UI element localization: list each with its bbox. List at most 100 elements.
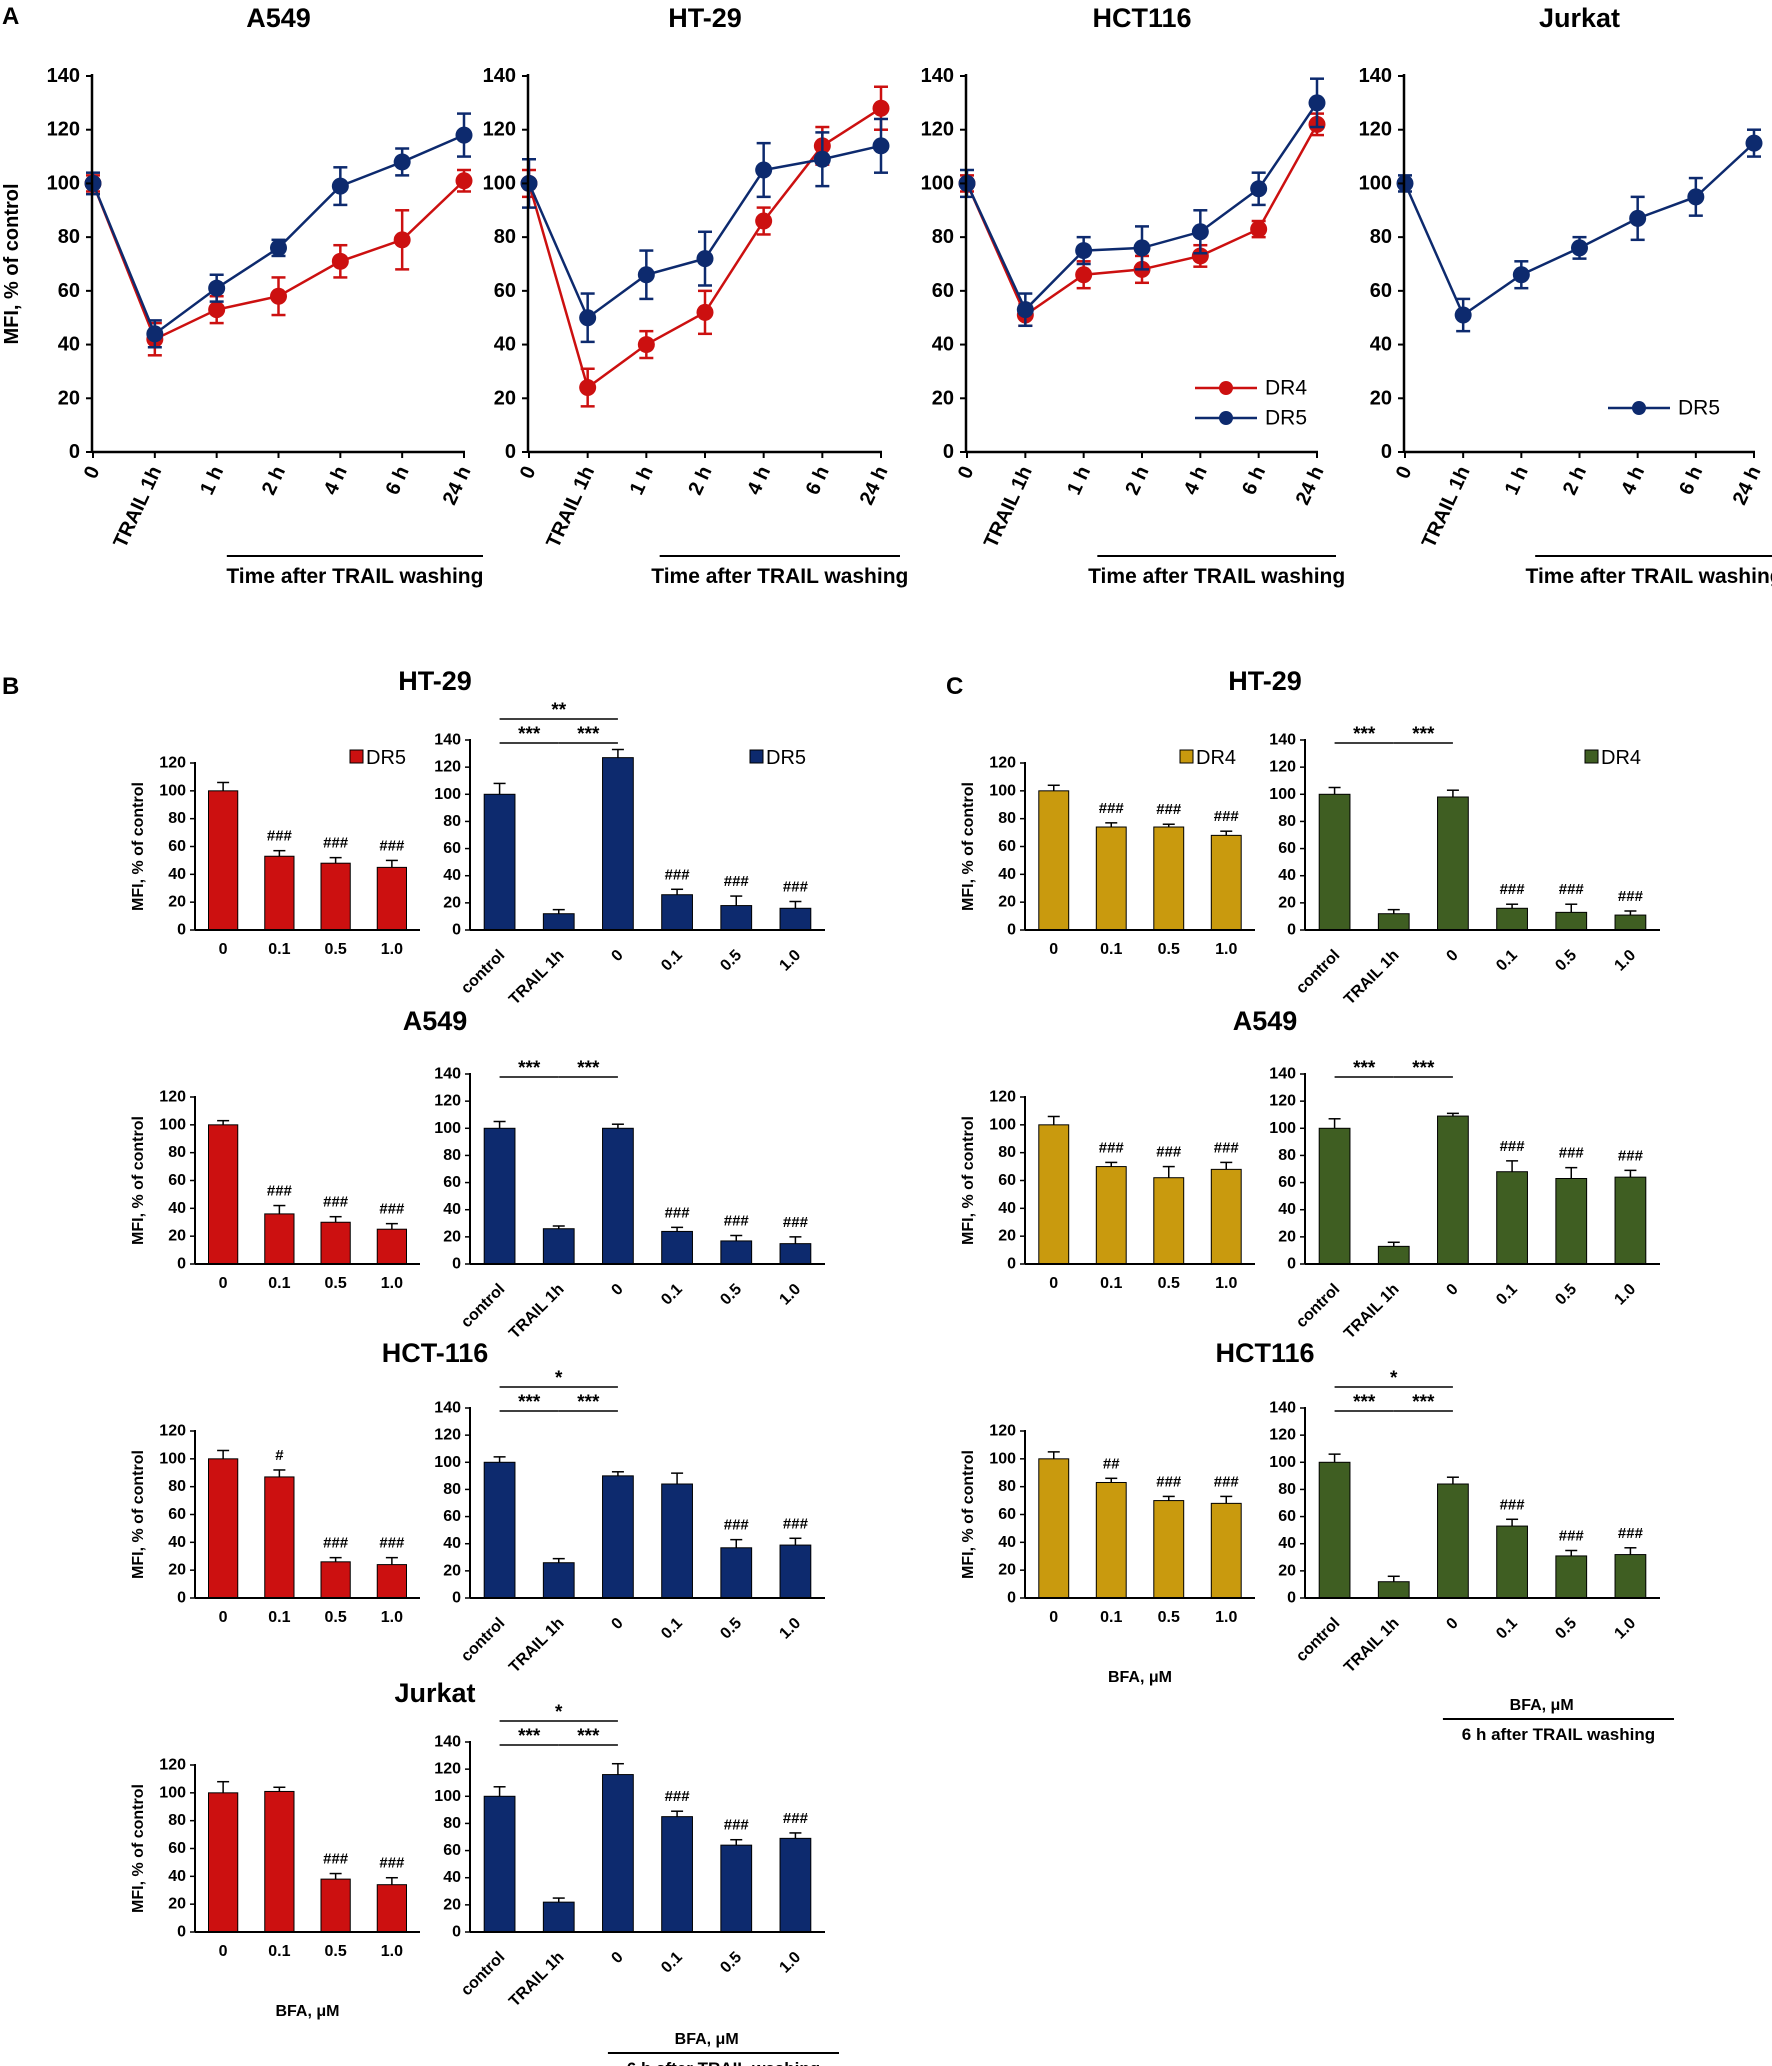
data-point-dr5 xyxy=(1571,239,1588,257)
y-tick-label: 60 xyxy=(168,838,186,855)
x-axis-label: BFA, μM xyxy=(275,2003,339,2020)
x-tick-label: 0.1 xyxy=(658,1949,686,1977)
y-tick-label: 80 xyxy=(998,1478,1016,1495)
legend-marker xyxy=(1632,401,1646,415)
y-tick-label: 120 xyxy=(434,1093,461,1110)
group-label: Time after TRAIL washing xyxy=(1526,565,1772,588)
bar xyxy=(602,1774,634,1933)
panel-letter: B xyxy=(2,673,19,700)
bar xyxy=(264,1476,295,1599)
bar xyxy=(1555,1555,1588,1599)
chart-title: HT-29 xyxy=(398,666,472,696)
x-tick-label: TRAIL 1h xyxy=(1341,1615,1402,1676)
data-point-dr4 xyxy=(755,212,773,230)
x-tick-label: 0.1 xyxy=(268,1609,290,1626)
bar xyxy=(720,905,753,931)
x-tick-label: 0.1 xyxy=(268,1275,290,1292)
y-tick-label: 100 xyxy=(989,782,1016,799)
bar xyxy=(1095,1481,1127,1599)
y-tick-label: 60 xyxy=(443,1508,461,1525)
x-tick-label: 0.1 xyxy=(268,941,290,958)
x-tick-label: 0.1 xyxy=(268,1943,290,1960)
bar xyxy=(208,1458,239,1599)
x-tick-label: 0 xyxy=(1443,947,1461,965)
x-tick-label: 6 h xyxy=(802,463,834,498)
data-point-dr4 xyxy=(1250,220,1268,238)
x-tick-label: 0 xyxy=(1049,1275,1058,1292)
bar-chart-C-HCT116-R: 0 20 40 60 80 100 120 140 ### ### ### controlTRAIL … xyxy=(1269,1368,1655,1744)
bar-chart-C-HCT116-L: HCT116 MFI, % of control 0 20 40 60 80 100 120 ##… xyxy=(960,1338,1315,1686)
x-tick-label: 0 xyxy=(1443,1281,1461,1299)
significance-stars: *** xyxy=(1412,1392,1435,1413)
x-tick-label: 0 xyxy=(1392,463,1417,482)
x-tick-label: 0.5 xyxy=(717,1281,745,1309)
y-axis-label: MFI, % of control xyxy=(960,1116,977,1245)
y-tick-label: 120 xyxy=(989,1089,1016,1106)
y-tick-label: 140 xyxy=(921,65,954,87)
data-point-dr5 xyxy=(331,177,349,195)
bar xyxy=(1153,1177,1185,1265)
bar-chart-B-HT29-L: B HT-29 MFI, % of control 0 20 40 60 80 100 120 ##… xyxy=(2,666,472,958)
data-point-dr4 xyxy=(331,252,349,270)
bar xyxy=(208,790,239,931)
bar xyxy=(1555,1178,1588,1265)
data-point-dr4 xyxy=(872,99,890,117)
y-tick-label: 20 xyxy=(932,387,954,409)
bar xyxy=(376,1564,407,1599)
y-axis-label: MFI, % of control xyxy=(960,1450,977,1579)
data-point-dr5 xyxy=(1075,242,1093,260)
significance-mark: ### xyxy=(323,835,349,852)
data-point-dr4 xyxy=(579,379,597,397)
chart-title: HT-29 xyxy=(668,3,742,33)
bar xyxy=(720,1844,753,1933)
y-tick-label: 20 xyxy=(1370,387,1392,409)
bar-chart-B-A549-L: A549 MFI, % of control 0 20 40 60 80 100 120 ### #… xyxy=(130,1006,467,1292)
x-tick-label: 0.1 xyxy=(658,947,686,975)
bar xyxy=(1038,1458,1070,1599)
y-tick-label: 40 xyxy=(494,334,516,356)
bar xyxy=(1153,1500,1185,1599)
y-tick-label: 40 xyxy=(998,866,1016,883)
series-line-dr4 xyxy=(965,123,1319,317)
bar xyxy=(779,1243,812,1265)
significance-mark: ### xyxy=(1500,1496,1526,1513)
bar xyxy=(779,1544,812,1599)
chart-title: HCT-116 xyxy=(382,1338,489,1368)
y-tick-label: 0 xyxy=(1007,922,1016,939)
bar xyxy=(208,1792,239,1933)
bar xyxy=(779,1837,812,1933)
data-point-dr5 xyxy=(872,137,890,155)
x-tick-label: 0 xyxy=(954,463,979,482)
x-tick-label: 0.1 xyxy=(1493,947,1521,975)
y-tick-label: 0 xyxy=(943,441,954,463)
bar xyxy=(661,1483,693,1599)
y-axis-label: MFI, % of control xyxy=(1,183,23,344)
bar-chart-C-HT29-L: C HT-29 MFI, % of control 0 20 40 60 80 100 120 ##… xyxy=(946,666,1302,958)
panel-letter: A xyxy=(2,3,19,30)
y-tick-label: 40 xyxy=(168,1868,186,1885)
y-tick-label: 80 xyxy=(443,1147,461,1164)
y-tick-label: 100 xyxy=(47,172,80,194)
x-tick-label: 6 h xyxy=(1238,463,1270,498)
y-tick-label: 0 xyxy=(1287,1256,1296,1273)
bar xyxy=(720,1547,753,1599)
y-tick-label: 60 xyxy=(443,1174,461,1191)
bar xyxy=(320,1878,351,1933)
y-tick-label: 20 xyxy=(443,894,461,911)
x-tick-label: TRAIL 1h xyxy=(109,463,166,552)
y-tick-label: 80 xyxy=(998,810,1016,827)
bar xyxy=(376,866,407,931)
y-tick-label: 0 xyxy=(177,1924,186,1941)
x-tick-label: control xyxy=(458,947,508,997)
y-tick-label: 80 xyxy=(443,813,461,830)
data-point-dr5 xyxy=(208,279,226,297)
x-tick-label: control xyxy=(1293,1281,1343,1331)
x-tick-label: 6 h xyxy=(382,463,414,498)
x-tick-label: 0.5 xyxy=(1158,1609,1180,1626)
y-tick-label: 100 xyxy=(159,1450,186,1467)
x-tick-label: 0.1 xyxy=(1493,1281,1521,1309)
y-tick-label: 0 xyxy=(177,1256,186,1273)
y-tick-label: 120 xyxy=(921,119,954,141)
bar xyxy=(661,1230,693,1265)
